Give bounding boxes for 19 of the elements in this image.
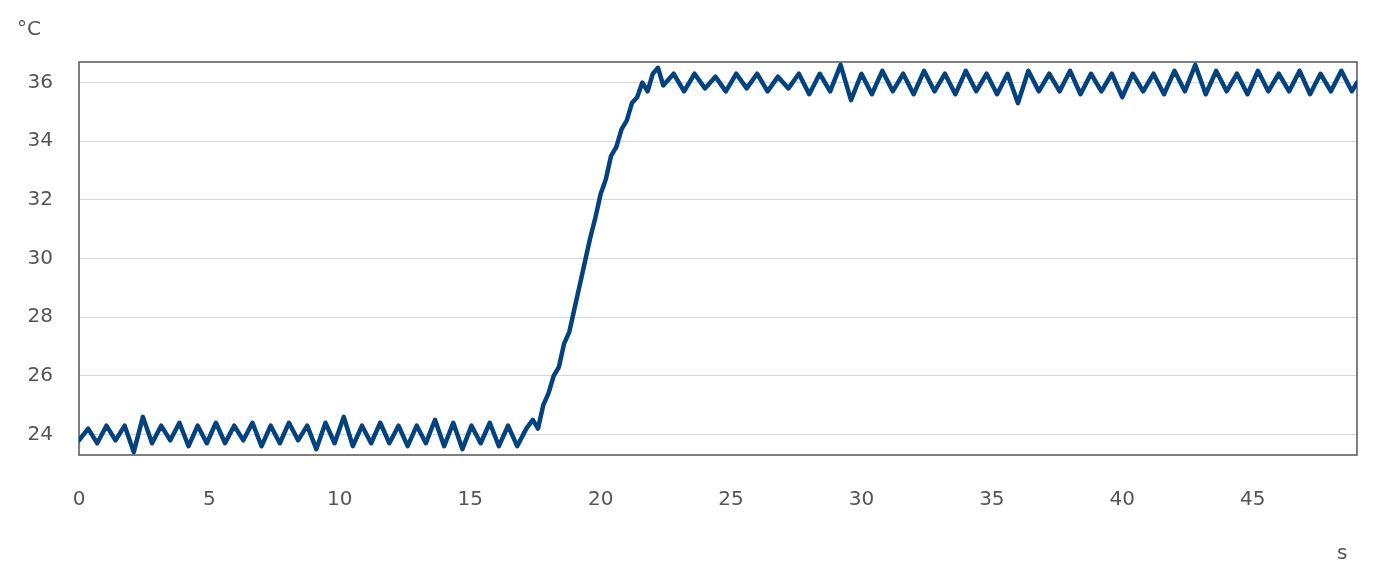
y-tick-label: 28	[27, 303, 53, 328]
x-tick-label: 5	[203, 486, 216, 511]
y-tick-label: 24	[27, 420, 53, 445]
x-tick-label: 20	[587, 486, 614, 511]
x-tick-label: 30	[848, 486, 875, 511]
y-tick-label: 34	[27, 127, 53, 152]
x-tick-label: 0	[72, 486, 86, 511]
x-tick-label: 10	[327, 486, 353, 511]
x-tick-label: 35	[979, 486, 1005, 511]
y-tick-label: 32	[27, 186, 53, 211]
x-tick-label: 40	[1109, 486, 1135, 511]
y-tick-label: 26	[27, 362, 53, 387]
x-tick-label: 25	[718, 486, 744, 511]
x-axis-title: s	[1337, 540, 1348, 564]
x-tick-label: 15	[457, 486, 483, 511]
y-axis-title: °C	[17, 16, 41, 40]
y-tick-label: 36	[27, 68, 53, 93]
y-tick-label: 30	[27, 244, 53, 269]
x-tick-label: 45	[1239, 486, 1266, 511]
